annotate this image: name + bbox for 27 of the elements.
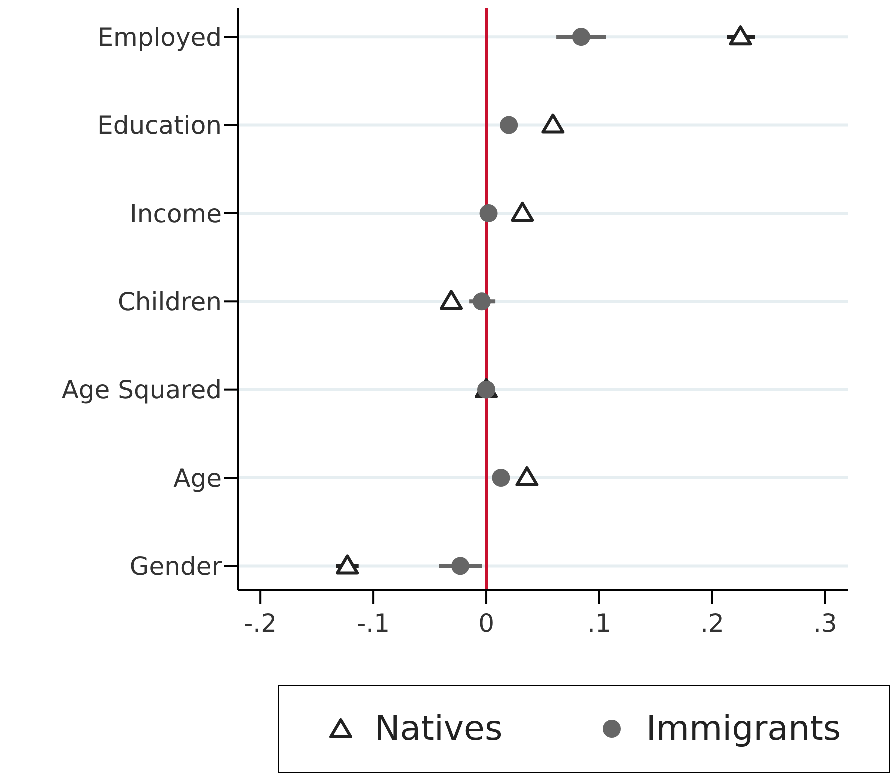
y-tick-label: Children bbox=[118, 288, 222, 317]
legend-label: Immigrants bbox=[646, 709, 842, 749]
legend-label: Natives bbox=[374, 709, 503, 749]
x-tick-label: .2 bbox=[700, 608, 724, 638]
point bbox=[542, 114, 565, 134]
x-tick-label: -.2 bbox=[244, 608, 278, 638]
point bbox=[500, 116, 518, 134]
y-tick-label: Age Squared bbox=[62, 376, 222, 405]
x-tick-label: .1 bbox=[588, 608, 612, 638]
x-tick-label: .3 bbox=[813, 608, 838, 638]
point bbox=[452, 557, 470, 576]
point bbox=[492, 469, 510, 488]
y-tick-label: Income bbox=[130, 199, 222, 228]
y-tick-label: Employed bbox=[98, 22, 222, 52]
point bbox=[516, 466, 539, 487]
point bbox=[511, 202, 534, 222]
point bbox=[440, 290, 463, 310]
point bbox=[480, 204, 498, 222]
point bbox=[729, 26, 752, 46]
point bbox=[473, 292, 491, 311]
point bbox=[336, 554, 360, 575]
y-tick-label: Gender bbox=[130, 552, 223, 582]
x-tick-label: -.1 bbox=[357, 608, 390, 638]
y-tick-label: Education bbox=[98, 111, 222, 140]
y-tick-label: Age bbox=[174, 464, 222, 493]
x-tick-label: 0 bbox=[478, 608, 494, 638]
point bbox=[572, 28, 590, 46]
